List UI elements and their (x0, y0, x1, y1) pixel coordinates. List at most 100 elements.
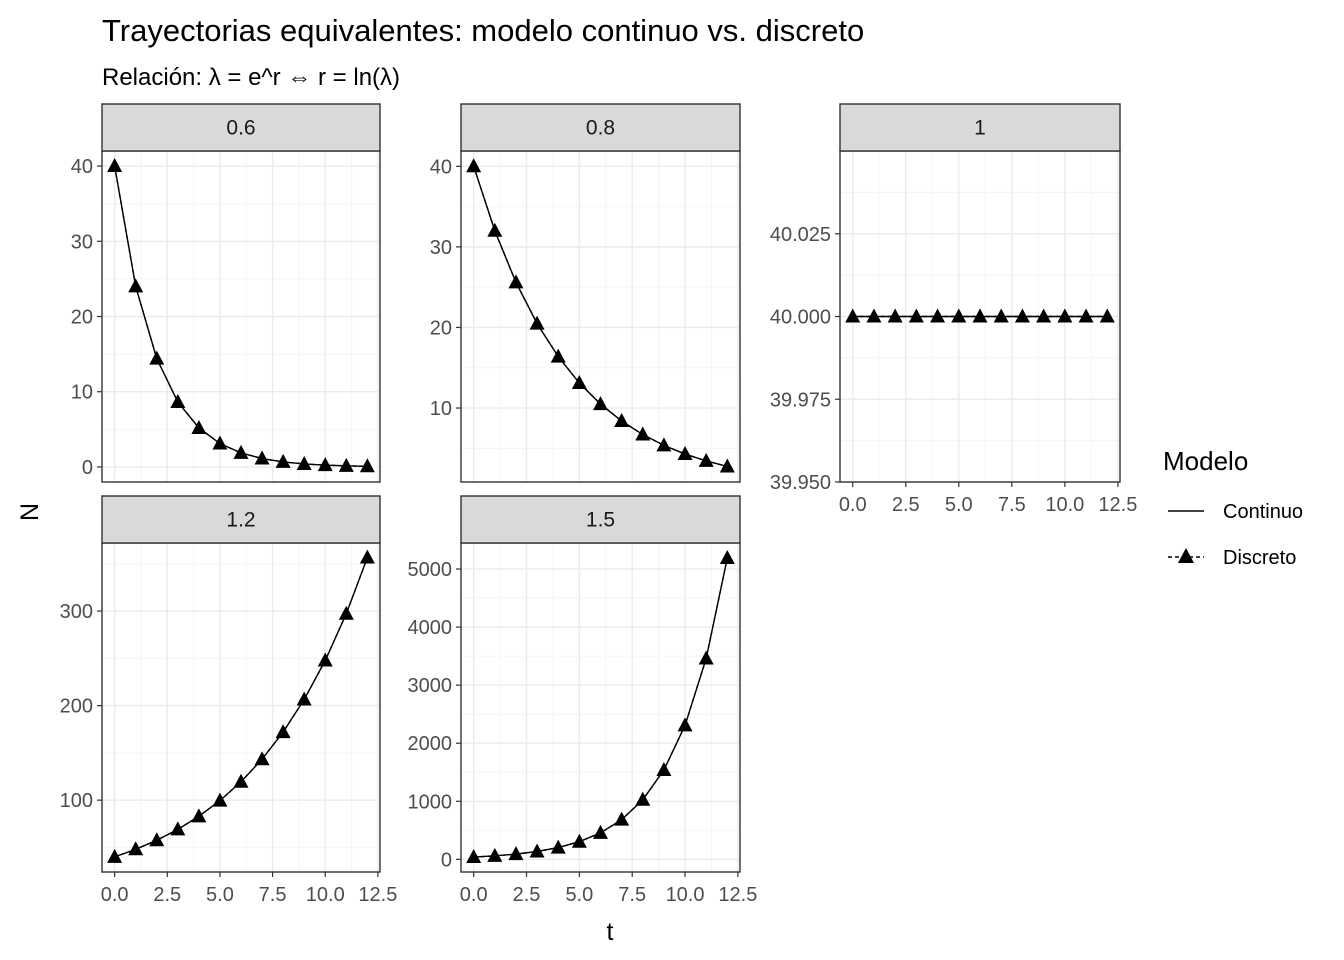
point-discreto (359, 549, 375, 564)
legend-label-continuo: Continuo (1223, 501, 1303, 523)
point-discreto (614, 811, 630, 826)
facet-strip (460, 495, 741, 544)
x-tick-label: 5.0 (945, 494, 973, 516)
y-tick-label: 0 (82, 457, 93, 479)
panel-background (461, 543, 740, 872)
y-tick-label: 200 (60, 696, 93, 718)
point-discreto (466, 849, 482, 864)
x-tick-label: 10.0 (306, 884, 345, 906)
point-discreto (908, 308, 924, 323)
point-discreto (656, 437, 672, 452)
x-tick-label: 0.0 (839, 494, 867, 516)
point-discreto (866, 308, 882, 323)
y-tick-label: 30 (430, 237, 452, 259)
x-tick-label: 7.5 (998, 494, 1026, 516)
x-tick-label: 12.5 (718, 884, 757, 906)
y-tick-label: 30 (71, 231, 93, 253)
point-discreto (571, 833, 587, 848)
point-discreto (212, 792, 228, 807)
facet-panel-1.2: 1.2 100 200 300 0.0 2.5 5.0 7.5 10.0 12.5 (60, 495, 397, 906)
y-tick-label: 39.975 (770, 389, 831, 411)
point-discreto (529, 315, 545, 330)
point-discreto (614, 413, 630, 428)
point-discreto (233, 773, 249, 788)
point-discreto (338, 457, 354, 472)
point-discreto (1057, 308, 1073, 323)
y-tick-label: 20 (71, 307, 93, 329)
point-discreto (571, 374, 587, 389)
point-discreto (317, 457, 333, 472)
point-discreto (972, 308, 988, 323)
x-tick-label: 7.5 (618, 884, 646, 906)
y-tick-label: 40.000 (770, 307, 831, 329)
point-discreto (466, 158, 482, 173)
facet-strip-label: 1 (974, 117, 986, 140)
point-discreto (887, 308, 903, 323)
legend-label-discreto: Discreto (1223, 547, 1296, 569)
x-tick-label: 2.5 (153, 884, 181, 906)
point-discreto (107, 848, 123, 863)
x-tick-label: 2.5 (513, 884, 541, 906)
x-tick-label: 7.5 (259, 884, 287, 906)
x-tick-label: 5.0 (565, 884, 593, 906)
point-discreto (191, 419, 207, 434)
point-discreto (191, 808, 207, 823)
x-tick-label: 12.5 (1098, 494, 1137, 516)
point-discreto (698, 452, 714, 467)
point-discreto (275, 453, 291, 468)
y-tick-label: 2000 (408, 733, 453, 755)
y-tick-label: 40 (430, 156, 452, 178)
point-discreto (1078, 308, 1094, 323)
facet-strip (101, 103, 381, 152)
point-discreto (993, 308, 1009, 323)
facet-strip (101, 495, 381, 544)
point-discreto (550, 839, 566, 854)
point-discreto (593, 824, 608, 839)
facet-panel-0.8: 0.8 10 20 30 40 (430, 103, 741, 483)
point-discreto (170, 393, 186, 408)
point-discreto (317, 652, 333, 667)
point-discreto (508, 846, 524, 861)
facet-panel-1: 1 39.950 39.975 40.000 40.025 0.0 2.5 5.0 7.5 10.… (770, 103, 1137, 516)
y-tick-label: 0 (441, 849, 452, 871)
y-tick-label: 1000 (408, 791, 453, 813)
facet-strip-label: 0.8 (586, 117, 615, 140)
point-discreto (508, 274, 524, 289)
facet-strip (839, 103, 1121, 152)
point-discreto (951, 308, 967, 323)
point-discreto (233, 444, 249, 459)
panel-background (461, 151, 740, 482)
x-tick-label: 12.5 (358, 884, 397, 906)
x-tick-label: 0.0 (460, 884, 488, 906)
y-tick-label: 39.950 (770, 472, 831, 494)
point-discreto (487, 222, 503, 237)
point-discreto (845, 308, 861, 323)
point-discreto (212, 435, 228, 450)
facet-strip-label: 1.2 (226, 509, 255, 532)
point-discreto (677, 717, 693, 732)
point-discreto (1099, 308, 1115, 323)
y-tick-label: 4000 (408, 617, 453, 639)
y-tick-label: 3000 (408, 675, 453, 697)
y-tick-label: 20 (430, 317, 452, 339)
y-tick-label: 5000 (408, 559, 453, 581)
legend-title: Modelo (1163, 446, 1248, 476)
y-axis-title: N (16, 503, 44, 521)
point-discreto (719, 458, 735, 473)
point-discreto (296, 455, 312, 470)
x-tick-label: 10.0 (1045, 494, 1084, 516)
point-discreto (170, 821, 186, 836)
point-discreto (1036, 308, 1052, 323)
point-discreto (487, 847, 503, 862)
facet-panel-1.5: 1.5 0 1000 2000 3000 4000 5000 0.0 2.5 5.0 7.5 10.0… (408, 495, 757, 906)
x-tick-label: 0.0 (101, 884, 129, 906)
x-tick-label: 5.0 (206, 884, 234, 906)
y-tick-label: 40.025 (770, 224, 831, 246)
y-tick-label: 100 (60, 790, 93, 812)
facet-strip-label: 1.5 (586, 509, 615, 532)
y-tick-label: 10 (71, 382, 93, 404)
legend-key-discreto-marker (1178, 548, 1194, 563)
point-discreto (254, 751, 270, 766)
chart-title: Trayectorias equivalentes: modelo contin… (102, 13, 864, 48)
